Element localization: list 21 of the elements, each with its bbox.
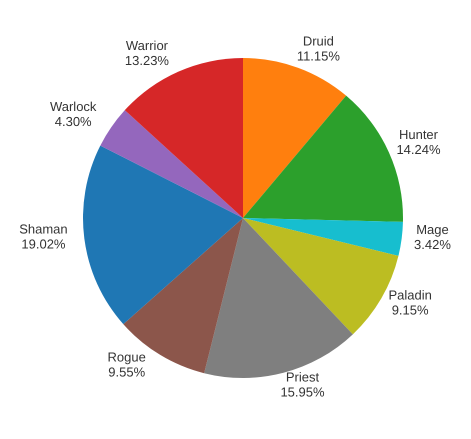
slice-label: Mage [416,222,449,238]
slice-label: Shaman [19,222,68,237]
data-label: 9.55% [108,364,146,380]
slice-label: Druid [302,34,334,49]
slice-label: Hunter [398,126,439,142]
pie-slice [83,146,243,324]
slice-label: Rogue [108,350,146,365]
data-label: 4.30% [54,114,92,129]
slice-label: Priest [286,369,320,384]
data-label: 19.02% [21,236,66,252]
data-label: 14.24% [396,142,441,157]
data-label: 15.95% [280,384,325,400]
data-label: 13.23% [124,52,170,68]
slice-label: Warlock [50,99,97,114]
pie-slice [243,218,403,256]
data-label: 9.15% [392,302,430,318]
slice-label: Warrior [126,38,169,54]
slice-label: Paladin [388,288,432,303]
data-label: 3.42% [414,237,452,252]
data-label: 11.15% [296,48,340,64]
pie-slice [100,110,243,218]
